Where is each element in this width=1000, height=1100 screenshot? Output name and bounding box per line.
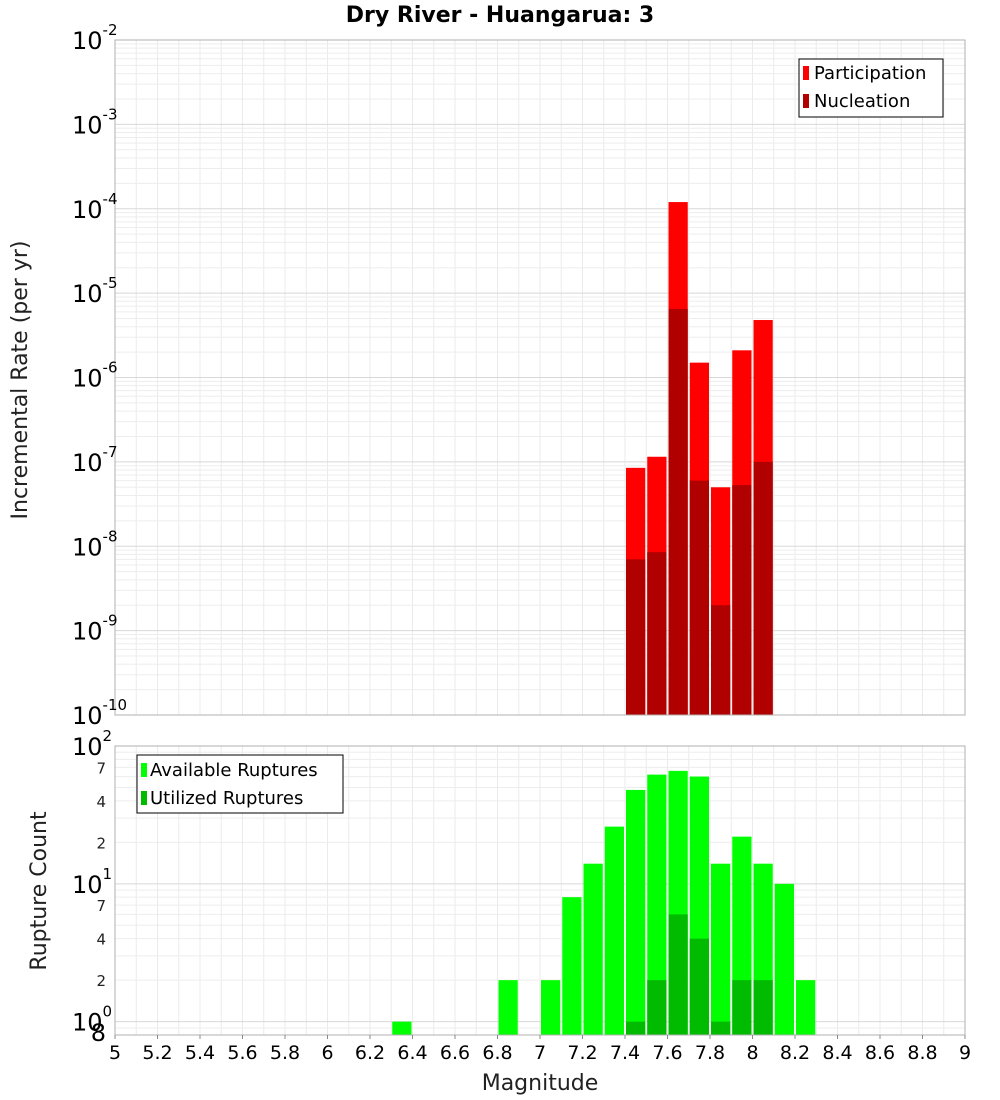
utilized-ruptures-bar: [668, 914, 688, 1035]
rate-y-tick-label: 10-6: [72, 359, 118, 393]
rate-legend: [798, 58, 944, 118]
legend-swatch: [141, 791, 147, 805]
available-ruptures-bar: [583, 863, 603, 1035]
x-tick-label: 7: [534, 1042, 546, 1064]
available-ruptures-bar: [604, 826, 624, 1035]
x-tick-label: 7.8: [695, 1042, 725, 1064]
count-legend: [136, 754, 344, 814]
rate-y-tick-label: 10-4: [72, 190, 118, 224]
utilized-ruptures-bar: [732, 980, 752, 1035]
rate-y-tick-label: 10-5: [72, 274, 118, 308]
legend-label: Available Ruptures: [150, 760, 318, 781]
rate-plot-frame: [114, 39, 966, 716]
x-tick-label: 6.8: [482, 1042, 512, 1064]
rate-y-axis-label: Incremental Rate (per yr): [8, 241, 33, 520]
count-y-tick-exponent: 1: [103, 865, 113, 883]
available-ruptures-bar: [541, 980, 561, 1035]
count-y-minor-tick-label: 4: [96, 931, 106, 949]
utilized-ruptures-bar: [711, 1021, 731, 1035]
x-tick-label: 6.6: [440, 1042, 470, 1064]
rate-y-tick-exponent: -7: [103, 443, 118, 461]
x-tick-label: 7.2: [567, 1042, 597, 1064]
rate-y-tick-exponent: -9: [103, 612, 118, 630]
count-y-minor-tick-label: 4: [96, 793, 106, 811]
x-tick-label: 8.4: [822, 1042, 852, 1064]
x-tick-label: 8.8: [907, 1042, 937, 1064]
count-y-minor-tick-label: 8: [91, 1019, 106, 1047]
count-y-minor-tick-label: 2: [96, 972, 106, 990]
count-y-tick-label: 102: [72, 727, 112, 761]
x-tick-label: 5.6: [227, 1042, 257, 1064]
rate-y-tick-exponent: -4: [103, 190, 118, 208]
x-tick-label: 6: [321, 1042, 333, 1064]
legend-swatch: [803, 66, 809, 80]
rate-y-tick-label: 10-9: [72, 612, 118, 646]
utilized-ruptures-bar: [626, 1021, 646, 1035]
rate-y-tick-exponent: -5: [103, 274, 118, 292]
rate-y-tick-label: 10-10: [72, 696, 127, 730]
count-y-minor-tick-label: 7: [96, 759, 106, 777]
rate-y-tick-exponent: -8: [103, 527, 118, 545]
rate-plot: 10-2 10-3 10-4 10-5 10-6 10-7 10-8 10-9 10-10 Par…: [72, 21, 966, 730]
utilized-ruptures-bar: [647, 980, 667, 1035]
rate-y-tick-label: 10-3: [72, 105, 118, 139]
x-tick-label: 8: [746, 1042, 758, 1064]
nucleation-bar: [753, 461, 773, 715]
rate-y-tick-exponent: -2: [103, 21, 118, 39]
chart-title: Dry River - Huangarua: 3: [346, 3, 654, 28]
available-ruptures-bar: [774, 883, 794, 1035]
nucleation-bar: [626, 559, 646, 715]
count-y-minor-tick-label: 2: [96, 834, 106, 852]
available-ruptures-bar: [498, 980, 518, 1035]
legend-label: Nucleation: [814, 91, 910, 112]
nucleation-bar: [647, 552, 667, 715]
legend-label: Utilized Ruptures: [150, 788, 303, 809]
x-tick-label: 8.2: [780, 1042, 810, 1064]
utilized-ruptures-bar: [753, 980, 773, 1035]
count-y-minor-tick-label: 7: [96, 897, 106, 915]
count-y-tick-exponent: 0: [103, 1003, 113, 1021]
x-tick-label: 5.4: [185, 1042, 215, 1064]
x-tick-label: 8.6: [865, 1042, 895, 1064]
available-ruptures-bar: [711, 863, 731, 1035]
count-y-tick-label: 101: [72, 865, 112, 899]
legend-swatch: [141, 763, 147, 777]
available-ruptures-bar: [562, 897, 582, 1035]
rate-y-tick-exponent: -6: [103, 359, 118, 377]
x-tick-label: 5.8: [270, 1042, 300, 1064]
available-ruptures-bar: [392, 1021, 412, 1035]
x-tick-label: 9: [959, 1042, 971, 1064]
x-tick-label: 7.6: [652, 1042, 682, 1064]
legend-label: Participation: [814, 63, 926, 84]
x-tick-label: 6.4: [397, 1042, 427, 1064]
count-y-tick-exponent: 2: [103, 727, 113, 745]
count-y-axis-label: Rupture Count: [27, 811, 52, 971]
rate-y-tick-exponent: -10: [103, 696, 128, 714]
rate-y-tick-label: 10-8: [72, 527, 118, 561]
available-ruptures-bar: [626, 789, 646, 1035]
x-tick-label: 5: [109, 1042, 121, 1064]
legend-swatch: [803, 94, 809, 108]
x-tick-label: 6.2: [355, 1042, 385, 1064]
nucleation-bar: [689, 480, 709, 715]
rate-y-tick-exponent: -3: [103, 105, 118, 123]
x-axis-label: Magnitude: [482, 1071, 599, 1096]
rate-y-tick-label: 10-7: [72, 443, 118, 477]
available-ruptures-bar: [796, 980, 816, 1035]
nucleation-bar: [732, 485, 752, 715]
available-ruptures-bar: [647, 774, 667, 1035]
utilized-ruptures-bar: [689, 938, 709, 1035]
x-tick-label: 5.2: [142, 1042, 172, 1064]
nucleation-bar: [668, 308, 688, 715]
nucleation-bar: [711, 605, 731, 715]
x-tick-label: 7.4: [610, 1042, 640, 1064]
rate-y-tick-label: 10-2: [72, 21, 118, 55]
